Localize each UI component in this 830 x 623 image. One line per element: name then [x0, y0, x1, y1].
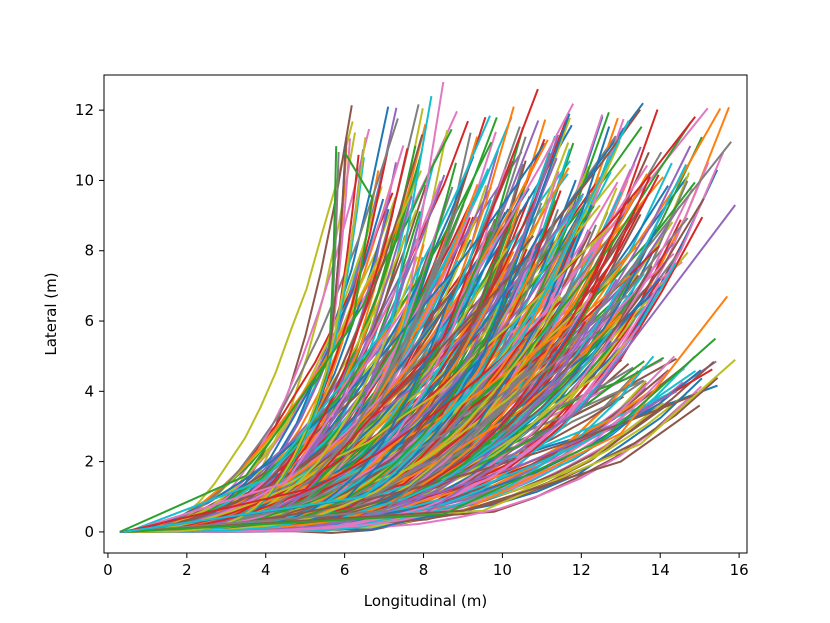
y-tick-label: 10	[75, 171, 94, 189]
trajectory-line-430	[119, 151, 374, 533]
trajectory-line-370	[121, 142, 546, 533]
x-tick-label: 6	[340, 561, 350, 579]
x-tick-label: 10	[493, 561, 512, 579]
x-tick-label: 2	[182, 561, 192, 579]
x-tick-label: 4	[261, 561, 271, 579]
x-tick-label: 0	[103, 561, 113, 579]
x-tick-label: 12	[572, 561, 591, 579]
y-tick-label: 4	[84, 382, 94, 400]
x-axis-label: Longitudinal (m)	[364, 592, 488, 610]
y-axis-ticks: 0 2 4 6 8 10 12	[75, 101, 104, 541]
x-tick-label: 8	[419, 561, 429, 579]
y-axis-label: Lateral (m)	[42, 272, 60, 355]
plot-frame	[103, 74, 748, 554]
x-tick-label: 16	[730, 561, 749, 579]
trajectory-line-441	[123, 120, 630, 533]
x-tick-label: 14	[651, 561, 670, 579]
trajectory-line-375	[122, 264, 521, 533]
y-tick-label: 6	[84, 312, 94, 330]
y-tick-label: 0	[84, 523, 94, 541]
y-tick-label: 12	[75, 101, 94, 119]
trajectory-line-439	[123, 404, 701, 533]
x-axis-ticks: 0 2 4 6 8 10 12 14 16	[103, 553, 749, 579]
trajectory-line-435	[123, 141, 732, 533]
trajectory-line-432	[127, 81, 445, 533]
trajectory-line-413	[132, 300, 562, 533]
trajectory-line-440	[123, 337, 717, 533]
trajectory-line-433	[123, 88, 539, 533]
trajectory-line-377	[121, 118, 399, 533]
trajectory-line-419	[130, 328, 613, 533]
series-lines	[119, 81, 736, 534]
trajectory-line-431	[127, 95, 433, 533]
trajectory-line-391	[136, 139, 549, 533]
trajectory-line-408	[128, 227, 610, 533]
y-tick-label: 8	[84, 242, 94, 260]
y-tick-label: 2	[84, 453, 94, 471]
